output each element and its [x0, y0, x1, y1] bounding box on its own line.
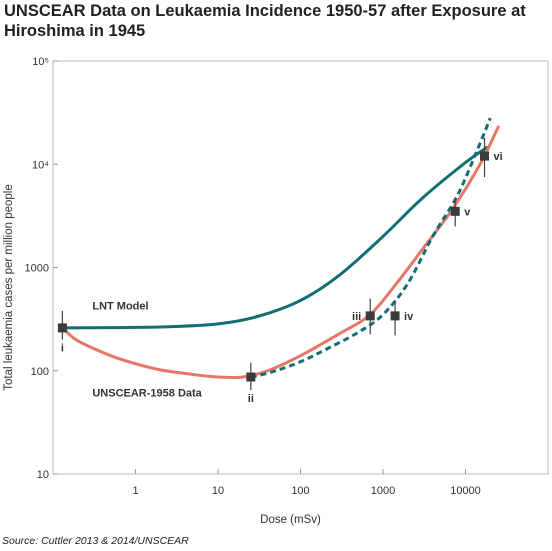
point-label: vi	[494, 151, 503, 163]
point-label: v	[464, 206, 471, 218]
point-label: iv	[404, 311, 414, 323]
point-label: iii	[352, 311, 361, 323]
y-tick-label: 100	[31, 366, 49, 378]
chart-title: UNSCEAR Data on Leukaemia Incidence 1950…	[4, 2, 526, 40]
y-axis-label: Total leukaemia cases per million people	[3, 184, 15, 390]
labels-layer: LNT Model UNSCEAR-1958 Data	[92, 301, 202, 400]
data-point	[365, 311, 375, 321]
source-note: Source: Cuttler 2013 & 2014/UNSCEAR	[2, 535, 189, 547]
point-label: i	[61, 343, 64, 355]
series-annotation: UNSCEAR-1958 Data	[92, 388, 202, 400]
y-tick-label: 10	[37, 469, 49, 481]
y-tick-label: 10⁵	[32, 56, 49, 68]
data-point	[246, 372, 256, 382]
y-tick-label: 1000	[25, 263, 49, 275]
point-label: ii	[248, 393, 254, 405]
data-point	[57, 323, 67, 333]
series-layer	[60, 117, 500, 380]
lnt-model-line	[60, 146, 489, 330]
x-tick-label: 100	[291, 485, 309, 497]
series-annotation: LNT Model	[92, 301, 148, 313]
unscear-1958-line	[60, 125, 500, 380]
y-tick-label: 10⁴	[32, 159, 49, 171]
data-point	[450, 206, 460, 216]
x-tick-label: 10000	[450, 485, 481, 497]
x-tick-label: 1000	[371, 485, 395, 497]
x-tick-label: 1	[132, 485, 138, 497]
plot-frame	[52, 60, 549, 475]
x-tick-label: 10	[212, 485, 224, 497]
data-point	[480, 151, 490, 161]
data-point	[390, 311, 400, 321]
dashed-fit-line	[250, 117, 492, 379]
axes: 1 10 100 1000 10000 10 100 1000 10⁴ 10⁵ Dose (mSv)…	[3, 56, 549, 526]
x-axis-label: Dose (mSv)	[260, 514, 321, 526]
